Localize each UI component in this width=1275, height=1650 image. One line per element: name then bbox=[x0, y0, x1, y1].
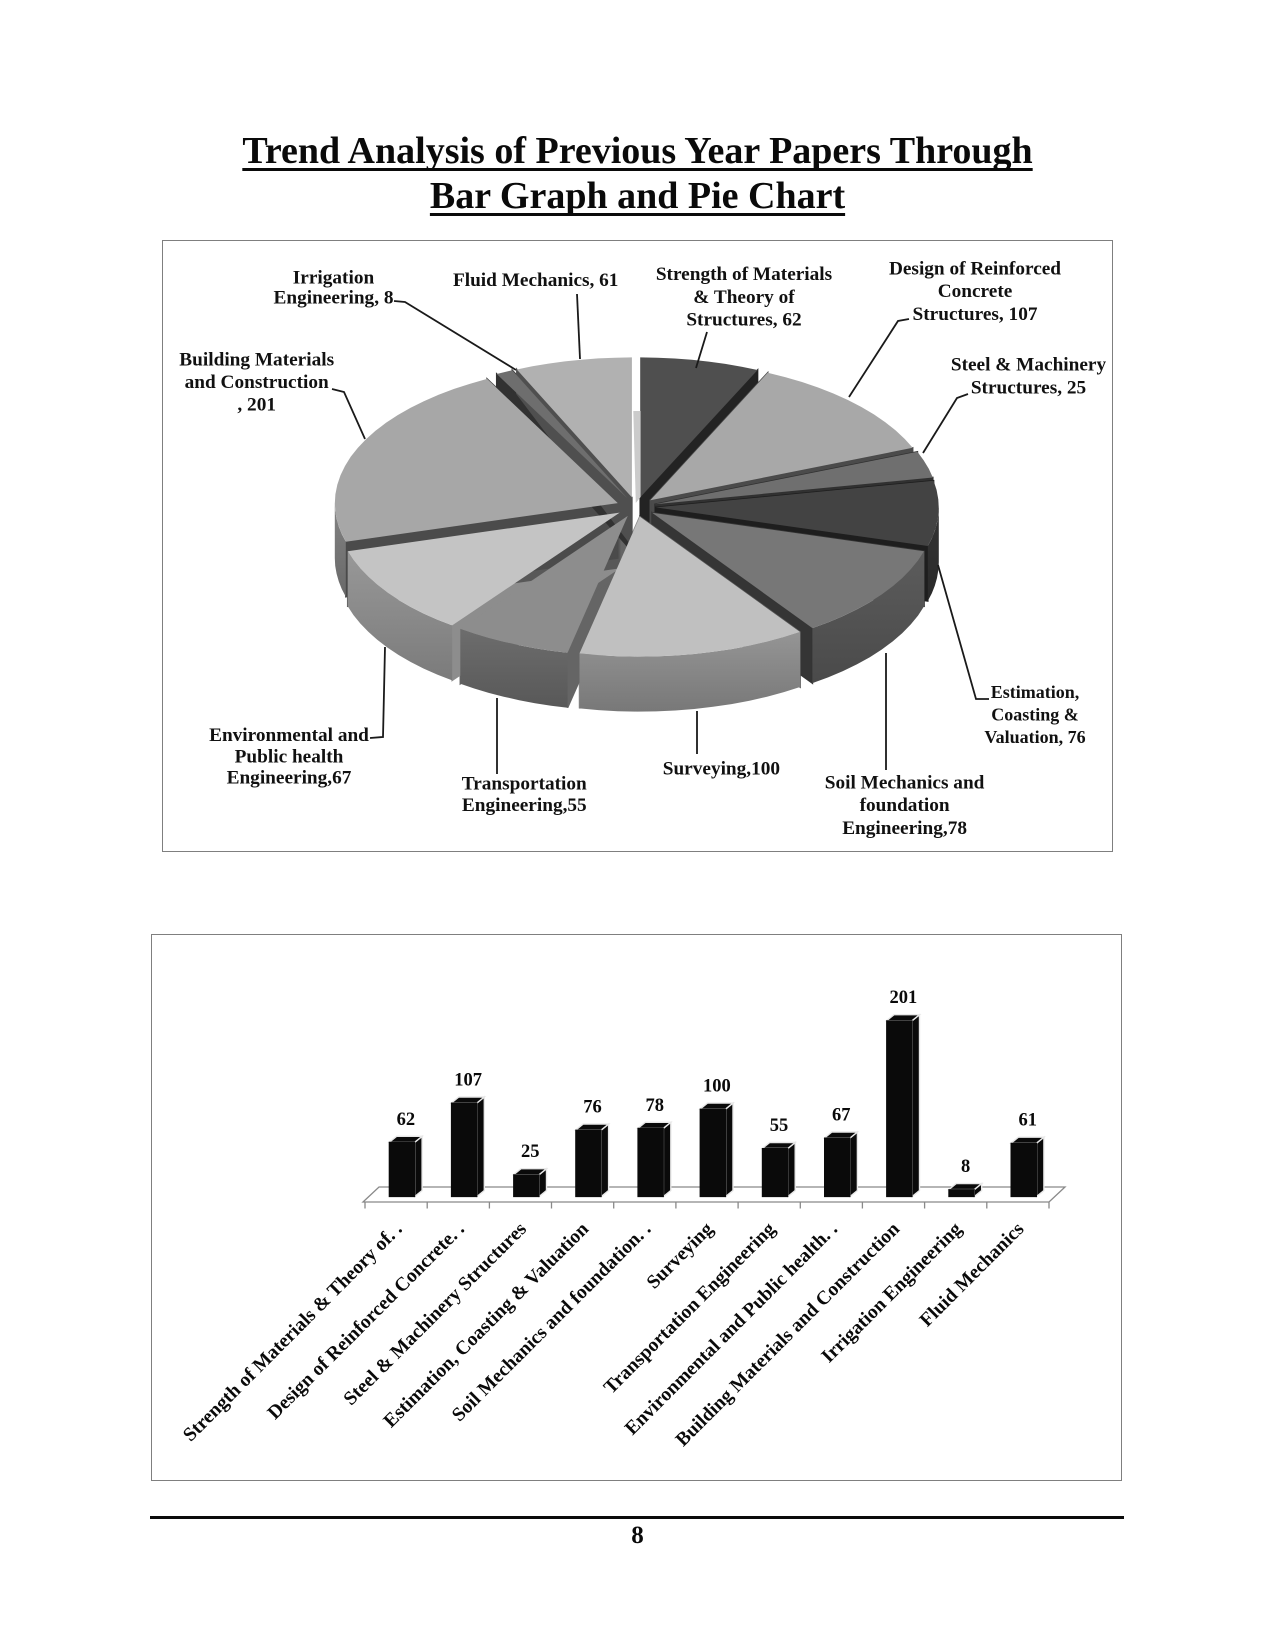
svg-text:foundation: foundation bbox=[860, 795, 950, 816]
svg-text:Structures, 25: Structures, 25 bbox=[971, 377, 1086, 398]
svg-text:Engineering,67: Engineering,67 bbox=[227, 768, 352, 789]
svg-text:25: 25 bbox=[521, 1142, 540, 1162]
svg-text:Design of Reinforced: Design of Reinforced bbox=[889, 258, 1061, 279]
svg-text:Environmental and: Environmental and bbox=[209, 725, 369, 746]
svg-text:76: 76 bbox=[583, 1098, 602, 1118]
svg-text:61: 61 bbox=[1019, 1111, 1038, 1131]
svg-text:Irrigation: Irrigation bbox=[293, 267, 375, 288]
svg-text:and Construction: and Construction bbox=[185, 372, 329, 393]
svg-text:8: 8 bbox=[961, 1157, 970, 1177]
svg-text:67: 67 bbox=[832, 1106, 851, 1126]
svg-text:Concrete: Concrete bbox=[938, 281, 1013, 302]
svg-text:, 201: , 201 bbox=[237, 394, 276, 415]
svg-text:Engineering,78: Engineering,78 bbox=[842, 818, 967, 839]
svg-text:Engineering,55: Engineering,55 bbox=[462, 795, 587, 816]
svg-text:201: 201 bbox=[890, 988, 918, 1008]
svg-text:55: 55 bbox=[770, 1116, 789, 1136]
svg-text:Building Materials and Constru: Building Materials and Construction bbox=[672, 1219, 904, 1451]
svg-text:Fluid Mechanics, 61: Fluid Mechanics, 61 bbox=[453, 270, 619, 291]
svg-text:100: 100 bbox=[703, 1077, 731, 1097]
svg-text:107: 107 bbox=[454, 1071, 482, 1091]
svg-text:Engineering, 8: Engineering, 8 bbox=[274, 288, 394, 309]
svg-text:Strength of Materials & Theory: Strength of Materials & Theory of. . bbox=[179, 1219, 406, 1446]
svg-text:62: 62 bbox=[397, 1110, 416, 1130]
svg-text:Fluid Mechanics: Fluid Mechanics bbox=[916, 1218, 1029, 1331]
svg-text:& Theory of: & Theory of bbox=[693, 287, 795, 308]
svg-text:Soil Mechanics and: Soil Mechanics and bbox=[825, 773, 985, 794]
svg-text:Strength of Materials: Strength of Materials bbox=[656, 264, 833, 285]
svg-text:Structures, 62: Structures, 62 bbox=[686, 309, 801, 330]
svg-text:Transportation: Transportation bbox=[462, 774, 587, 795]
svg-text:Surveying,100: Surveying,100 bbox=[663, 758, 780, 779]
svg-text:Steel & Machinery: Steel & Machinery bbox=[951, 354, 1107, 375]
svg-text:Estimation,: Estimation, bbox=[991, 682, 1080, 702]
svg-text:78: 78 bbox=[645, 1096, 664, 1116]
svg-text:Structures, 107: Structures, 107 bbox=[913, 304, 1038, 325]
svg-text:Public health: Public health bbox=[235, 746, 344, 767]
svg-text:Coasting &: Coasting & bbox=[991, 705, 1079, 725]
svg-text:Valuation, 76: Valuation, 76 bbox=[984, 727, 1085, 747]
svg-text:Building Materials: Building Materials bbox=[179, 350, 334, 371]
